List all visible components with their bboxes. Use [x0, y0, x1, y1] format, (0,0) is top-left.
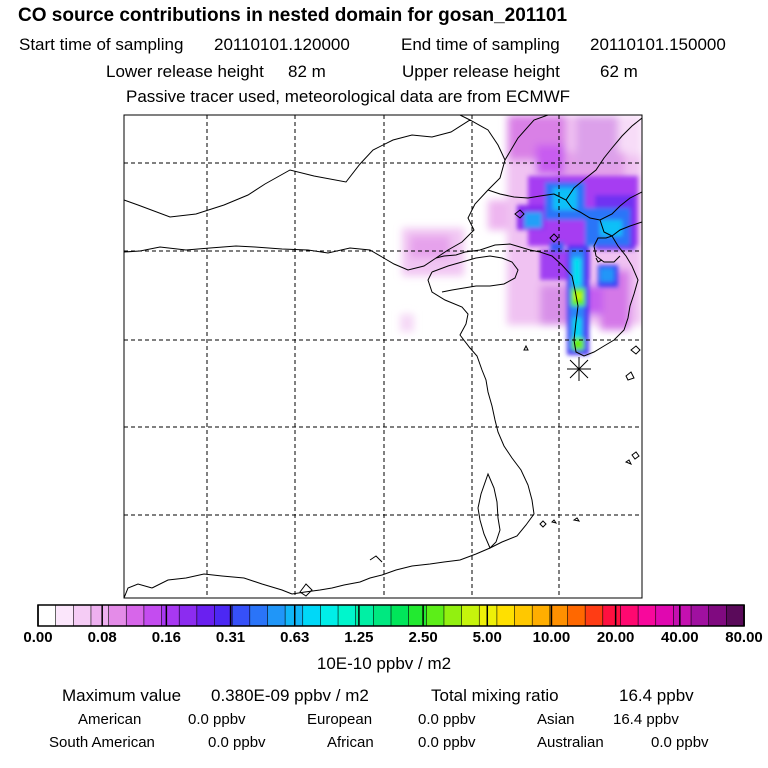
colorbar-swatch	[73, 604, 92, 627]
colorbar-swatch	[531, 604, 551, 627]
colorbar-swatch	[55, 604, 75, 627]
region-american-label: American	[78, 711, 142, 728]
colorbar-tick-label: 5.00	[472, 629, 502, 646]
colorbar-swatch	[337, 604, 357, 627]
colorbar-tick-label: 0.31	[215, 629, 246, 646]
colorbar-swatch	[231, 604, 251, 627]
colorbar-swatch	[673, 604, 692, 627]
max-value: 0.380E-09 ppbv / m2	[211, 686, 369, 705]
colorbar-swatch	[108, 604, 128, 627]
colorbar-tick-label: 40.00	[661, 629, 699, 646]
total-mixing-label: Total mixing ratio	[431, 686, 559, 705]
colorbar-swatch	[478, 604, 498, 627]
colorbar-tick-label: 2.50	[408, 629, 438, 646]
region-asian-value: 16.4 ppbv	[613, 711, 679, 728]
total-mixing-value: 16.4 ppbv	[619, 686, 694, 705]
lower-release-label: Lower release height	[106, 62, 264, 81]
colorbar-swatch	[161, 604, 181, 627]
colorbar-tick-label: 0.16	[151, 629, 181, 646]
colorbar-swatch	[408, 604, 428, 627]
colorbar-tick-label: 20.00	[596, 629, 635, 646]
region-australian-label: Australian	[537, 734, 604, 751]
colorbar-tick-label: 80.00	[725, 629, 763, 646]
colorbar-swatch	[461, 604, 481, 627]
upper-release-value: 62 m	[600, 62, 638, 81]
colorbar-swatch	[302, 604, 322, 627]
colorbar-swatch	[37, 604, 57, 627]
colorbar-tick-label: 0.00	[23, 629, 53, 646]
region-south-american-value: 0.0 ppbv	[208, 734, 266, 751]
colorbar-swatch	[249, 604, 269, 627]
region-south-american-label: South American	[49, 734, 155, 751]
start-time-label: Start time of sampling	[19, 35, 184, 54]
colorbar-swatch	[390, 604, 410, 627]
colorbar-swatch	[655, 604, 675, 627]
region-african-value: 0.0 ppbv	[418, 734, 476, 751]
region-european-value: 0.0 ppbv	[418, 711, 476, 728]
coastlines	[124, 115, 642, 598]
region-european-label: European	[307, 711, 373, 728]
colorbar-tick-label: 10.00	[532, 629, 571, 646]
receptor-star-icon	[567, 357, 591, 381]
colorbar-swatch	[496, 604, 516, 627]
colorbar-swatch	[620, 604, 639, 627]
end-time-value: 20110101.150000	[590, 35, 726, 54]
tracer-note: Passive tracer used, meteorological data…	[126, 87, 571, 106]
colorbar-swatch	[708, 604, 728, 627]
colorbar-swatch	[90, 604, 110, 627]
colorbar-swatch	[602, 604, 622, 627]
colorbar-swatch	[567, 604, 586, 627]
colorbar-swatch	[549, 604, 569, 627]
colorbar-tick-label: 0.63	[280, 629, 310, 646]
colorbar-tick-label: 1.25	[344, 629, 374, 646]
colorbar-swatch	[690, 604, 710, 627]
region-asian-label: Asian	[537, 711, 575, 728]
max-value-label: Maximum value	[62, 686, 182, 705]
colorbar-swatch	[267, 604, 286, 627]
colorbar-swatch	[143, 604, 163, 627]
colorbar-swatch	[178, 604, 198, 627]
start-time-value: 20110101.120000	[214, 35, 350, 54]
colorbar-swatch	[637, 604, 657, 627]
colorbar-swatch	[196, 604, 216, 627]
colorbar-swatch	[514, 604, 533, 627]
upper-release-label: Upper release height	[402, 62, 560, 81]
colorbar-swatch	[320, 604, 339, 627]
grid-lines	[124, 115, 642, 598]
colorbar-units: 10E-10 ppbv / m2	[316, 654, 452, 673]
plot-title: CO source contributions in nested domain…	[18, 5, 568, 26]
region-african-label: African	[327, 734, 374, 751]
colorbar-swatch	[425, 604, 445, 627]
region-american-value: 0.0 ppbv	[188, 711, 246, 728]
map-frame	[123, 114, 643, 599]
colorbar-swatch	[125, 604, 145, 627]
colorbar	[37, 604, 745, 627]
lower-release-value: 82 m	[288, 62, 326, 81]
region-australian-value: 0.0 ppbv	[651, 734, 709, 751]
end-time-label: End time of sampling	[401, 35, 560, 54]
colorbar-swatch	[443, 604, 463, 627]
concentration-field	[400, 115, 642, 355]
colorbar-tick-label: 0.08	[87, 629, 117, 646]
colorbar-swatch	[373, 604, 392, 627]
colorbar-swatch	[726, 604, 745, 627]
colorbar-swatch	[584, 604, 604, 627]
map-area	[124, 115, 642, 598]
